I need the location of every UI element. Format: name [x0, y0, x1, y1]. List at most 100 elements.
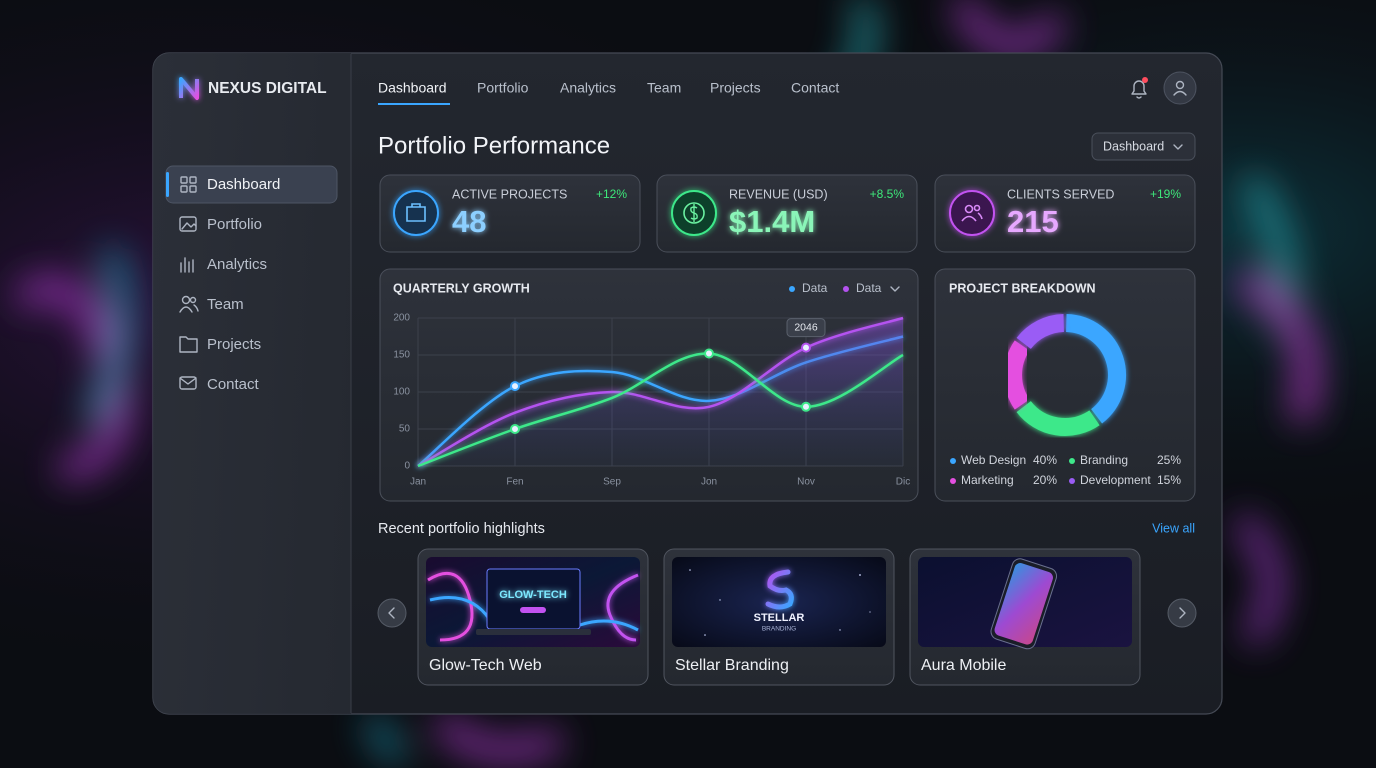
stat-change: +8.5% [870, 187, 905, 201]
x-tick-label: Jon [701, 477, 717, 488]
card-title[interactable]: Glow-Tech Web [429, 657, 542, 674]
donut-segment [1016, 314, 1065, 350]
image-subtext: BRANDING [762, 626, 796, 633]
series-line [417, 352, 904, 468]
legend-value: 25% [1157, 453, 1181, 467]
legend-dot [950, 458, 956, 464]
view-select[interactable]: Dashboard [1091, 132, 1196, 161]
legend-label: Development [1080, 473, 1151, 487]
sidebar [153, 53, 351, 714]
image-text: STELLAR [754, 612, 805, 624]
data-point [510, 424, 520, 434]
sidebar-item[interactable]: Portfolio [207, 216, 262, 233]
stars [689, 569, 871, 636]
stat-value: 48 [452, 204, 486, 239]
x-tick-label: Nov [797, 477, 815, 488]
tooltip-text: 2046 [794, 321, 818, 333]
growth-chart: 0 50 100 150 200 Jan Fen Sep Jon Nov Dic 2046 Data Da… [393, 281, 910, 487]
page-title: Portfolio Performance [378, 132, 610, 159]
donut-segment [1004, 340, 1030, 410]
image-button [520, 607, 546, 613]
legend-dot [950, 478, 956, 484]
phone [990, 558, 1058, 650]
carousel-prev[interactable] [377, 598, 407, 628]
sidebar-item[interactable]: Team [207, 296, 244, 313]
sidebar-item[interactable]: Analytics [207, 256, 267, 273]
sidebar-item[interactable]: Contact [207, 376, 260, 393]
stat-value: $1.4M [729, 204, 815, 239]
breakdown-card [934, 268, 1196, 502]
legend-dot [1069, 458, 1075, 464]
sidebar-item[interactable]: Projects [207, 336, 261, 353]
data-point [801, 401, 811, 412]
nav-link[interactable]: Contact [791, 80, 839, 96]
highlight-card[interactable]: Aura Mobile [909, 548, 1141, 686]
nav-link[interactable]: Portfolio [477, 80, 529, 96]
stat-icon-glyph [406, 203, 426, 222]
highlight-card[interactable]: STELLAR BRANDING Stellar Branding [663, 548, 895, 686]
legend-label: Data [802, 281, 828, 295]
stat-label: REVENUE (USD) [729, 187, 828, 201]
stat-card [379, 174, 641, 253]
carousel-next[interactable] [1167, 598, 1197, 628]
legend-label: Marketing [961, 473, 1014, 487]
stat-card [934, 174, 1196, 253]
tooltip-bg [786, 318, 826, 338]
legend-label: Branding [1080, 453, 1128, 467]
stat-label: ACTIVE PROJECTS [452, 187, 567, 201]
avatar[interactable] [1163, 71, 1197, 105]
chart-title: QUARTERLY GROWTH [393, 281, 530, 295]
y-tick-label: 200 [393, 313, 410, 324]
brand-name: NEXUS DIGITAL [208, 80, 327, 97]
nav-link[interactable]: Dashboard [378, 80, 447, 96]
data-point [704, 348, 714, 359]
y-tick-label: 0 [404, 461, 410, 472]
image-text: GLOW-TECH [499, 589, 567, 601]
sidebar-item[interactable]: Dashboard [207, 176, 280, 193]
neon-lines [427, 571, 639, 642]
legend-dot [843, 286, 849, 292]
donut-segment [1065, 314, 1126, 424]
nav-link[interactable]: Projects [710, 80, 761, 96]
card-image [672, 557, 886, 647]
sidebar-icons [179, 176, 199, 390]
stat-value: 215 [1007, 204, 1059, 239]
laptop-base [476, 629, 591, 635]
nav-link[interactable]: Team [647, 80, 681, 96]
stat-icon-glyph [961, 204, 983, 222]
y-tick-label: 50 [399, 424, 411, 435]
stat-change: +19% [1150, 187, 1181, 201]
legend-dot [789, 286, 795, 292]
y-tick-label: 150 [393, 350, 410, 361]
legend-label: Web Design [961, 453, 1026, 467]
nav-link[interactable]: Analytics [560, 80, 616, 96]
card-title[interactable]: Aura Mobile [921, 657, 1006, 674]
stat-icon [949, 190, 995, 236]
logo-mark [765, 569, 794, 610]
data-point [801, 342, 811, 353]
legend-label: Data [856, 281, 882, 295]
notifications[interactable] [1131, 77, 1148, 99]
card-title[interactable]: Stellar Branding [675, 657, 789, 674]
view-all-link[interactable]: View all [1152, 521, 1195, 535]
x-tick-label: Sep [603, 477, 621, 488]
section-title: Recent portfolio highlights [378, 521, 545, 537]
x-tick-label: Fen [506, 477, 523, 488]
legend-value: 15% [1157, 473, 1181, 487]
y-tick-label: 100 [393, 387, 410, 398]
data-point [510, 381, 520, 392]
stat-card [656, 174, 918, 253]
highlight-card[interactable]: GLOW-TECH Glow-Tech Web [417, 548, 649, 686]
legend-value: 20% [1033, 473, 1057, 487]
series-area [418, 318, 903, 466]
donut-segment [1016, 400, 1100, 436]
view-select-label[interactable]: Dashboard [1103, 139, 1164, 153]
stat-icon-glyph [690, 204, 698, 222]
legend-dot [1069, 478, 1075, 484]
stat-icon-glyph [683, 202, 705, 224]
legend-dropdown[interactable] [890, 286, 900, 292]
brand-logo [179, 77, 199, 100]
nav-underline [378, 103, 450, 105]
